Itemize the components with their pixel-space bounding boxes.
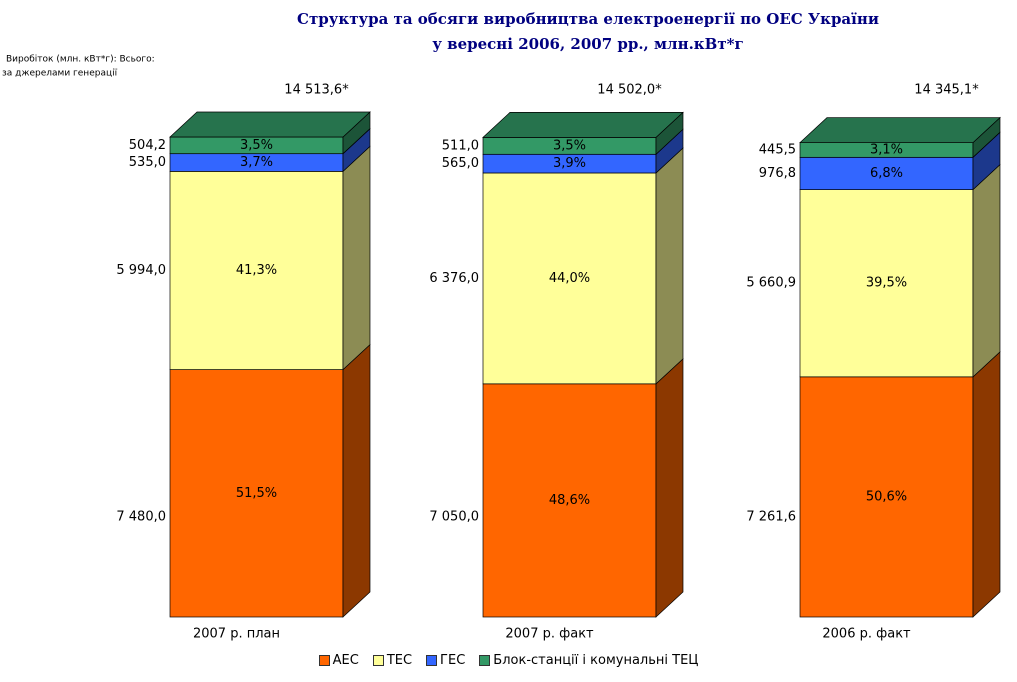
value-label: 511,0 (442, 138, 479, 153)
value-label: 7 261,6 (746, 510, 796, 525)
chart-title: Структура та обсяги виробництва електрое… (297, 10, 879, 28)
share-label: 3,5% (553, 138, 586, 153)
total-label: 14 345,1* (914, 83, 979, 98)
bar-segment (482, 172, 657, 385)
share-label: 6,8% (870, 166, 903, 181)
value-label: 7 480,0 (116, 510, 166, 525)
value-label: 565,0 (442, 156, 479, 171)
share-label: 48,6% (549, 493, 590, 508)
legend-swatch (426, 655, 438, 666)
legend-label: ТЕС (386, 653, 413, 668)
share-label: 3,1% (870, 142, 903, 157)
legend-swatch (318, 655, 330, 666)
value-label: 445,5 (759, 142, 796, 157)
bar-segment (482, 383, 657, 618)
legend: АЕС ТЕС ГЕС Блок-станції і комунальні ТЕЦ (0, 653, 1017, 668)
share-label: 3,7% (240, 155, 273, 170)
bar-top (169, 111, 371, 138)
chart-title: у вересні 2006, 2007 рр., млн.кВт*г (432, 35, 743, 53)
bar-side (342, 343, 371, 618)
note: за джерелами генерації (2, 69, 118, 79)
legend-item: ГЕС (426, 653, 465, 668)
legend-label: АЕС (332, 653, 359, 668)
legend-label: ГЕС (440, 653, 466, 668)
value-label: 535,0 (129, 155, 166, 170)
bar-side (972, 163, 1001, 378)
value-label: 6 376,0 (429, 271, 479, 286)
share-label: 39,5% (866, 276, 907, 291)
bar-side (655, 147, 684, 385)
share-label: 3,9% (553, 156, 586, 171)
share-label: 44,0% (549, 271, 590, 286)
share-label: 51,5% (236, 486, 277, 501)
bar-side (342, 145, 371, 371)
x-tick-label: 2007 р. факт (505, 627, 594, 642)
bar-top (799, 117, 1001, 143)
x-tick-label: 2007 р. план (193, 627, 280, 642)
value-label: 5 660,9 (746, 276, 796, 291)
bar-segment (169, 171, 344, 370)
value-label: 504,2 (129, 138, 166, 153)
share-label: 3,5% (240, 138, 273, 153)
bar-side (972, 351, 1001, 618)
legend-swatch (372, 655, 384, 666)
bar-segment (799, 376, 974, 618)
note: Виробіток (млн. кВт*г): Всього: (6, 55, 155, 65)
x-tick-label: 2006 р. факт (822, 627, 911, 642)
share-label: 50,6% (866, 489, 907, 504)
legend-swatch (479, 655, 491, 666)
value-label: 976,8 (759, 166, 796, 181)
share-label: 41,3% (236, 263, 277, 278)
legend-item: АЕС (318, 653, 359, 668)
legend-item: ТЕС (372, 653, 413, 668)
total-label: 14 513,6* (284, 83, 349, 98)
total-label: 14 502,0* (597, 83, 662, 98)
bar-top (482, 112, 684, 138)
legend-label: Блок-станції і комунальні ТЕЦ (493, 653, 699, 668)
value-label: 5 994,0 (116, 263, 166, 278)
bar-segment (799, 189, 974, 378)
value-label: 7 050,0 (429, 510, 479, 525)
bar-segment (169, 369, 344, 618)
bar-side (655, 358, 684, 618)
legend-item: Блок-станції і комунальні ТЕЦ (479, 653, 698, 668)
